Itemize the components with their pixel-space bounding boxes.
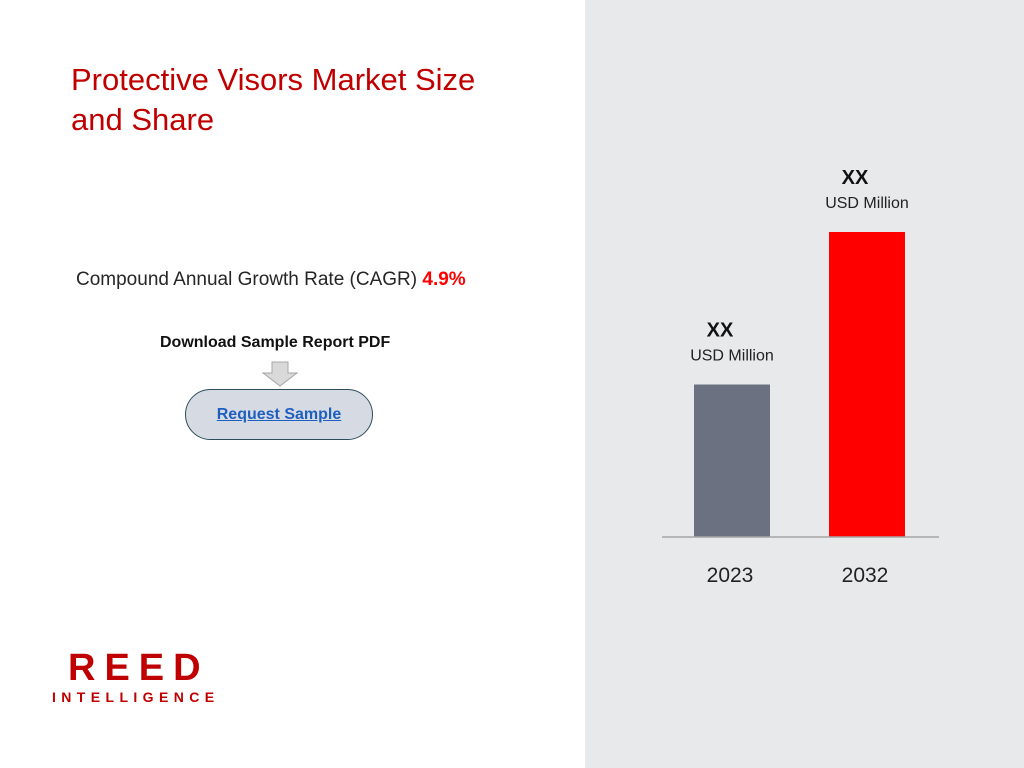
request-sample-link[interactable]: Request Sample — [216, 405, 342, 423]
chart-panel — [585, 0, 1024, 768]
page-title: Protective Visors Market Size and Share — [71, 62, 476, 137]
cagr-value: 4.9% — [422, 269, 466, 290]
down-arrow-icon — [261, 361, 299, 387]
x-tick-label-2032: 2032 — [842, 564, 889, 587]
request-sample-button[interactable]: Request Sample — [185, 389, 373, 440]
logo-subtitle: INTELLIGENCE — [52, 689, 220, 705]
bar-unit-label-2032: USD Million — [825, 195, 909, 212]
bar-2023 — [694, 384, 770, 537]
bar-2032 — [829, 232, 905, 537]
bar-value-label-2032: XX — [842, 167, 869, 189]
cagr-text: Compound Annual Growth Rate (CAGR) 4.9% — [76, 269, 466, 291]
left-panel — [0, 0, 585, 768]
bar-unit-label-2023: USD Million — [690, 348, 774, 365]
bar-value-label-2023: XX — [707, 320, 734, 342]
download-label: Download Sample Report PDF — [160, 334, 391, 351]
cagr-label: Compound Annual Growth Rate (CAGR) — [76, 269, 418, 290]
x-tick-label-2023: 2023 — [707, 564, 754, 587]
logo-wordmark: REED — [68, 647, 210, 689]
